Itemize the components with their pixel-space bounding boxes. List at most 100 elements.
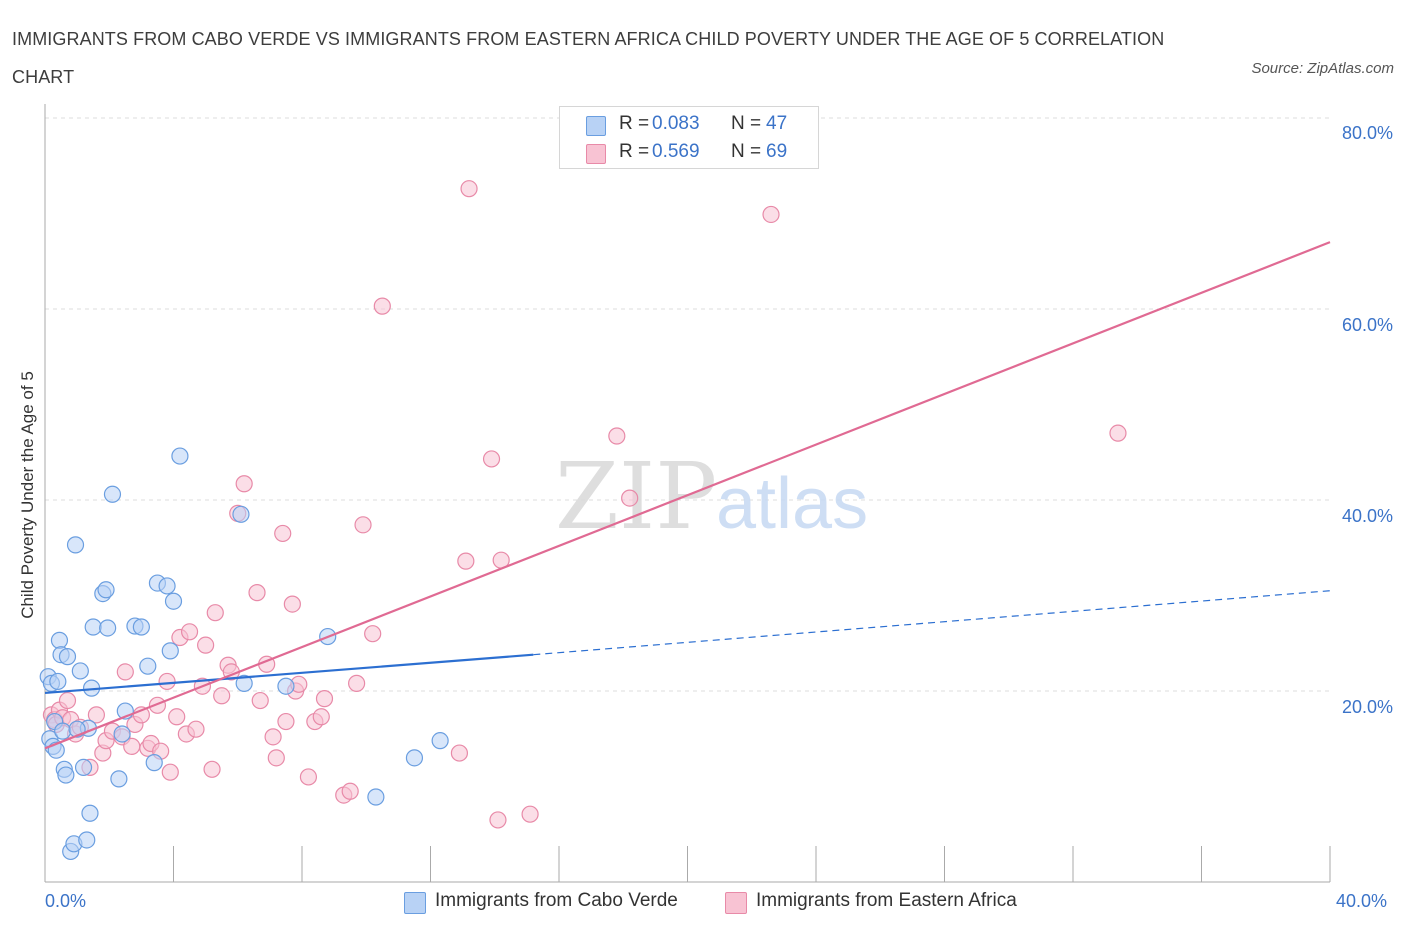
bottom-legend-label: Immigrants from Cabo Verde: [435, 890, 678, 911]
data-point-cabo-verde: [110, 770, 128, 788]
data-point-eastern-africa: [348, 674, 366, 692]
data-point-cabo-verde: [58, 648, 77, 666]
data-point-eastern-africa: [283, 595, 301, 613]
trend-line-cabo-verde-extension: [533, 590, 1331, 656]
data-point-eastern-africa: [267, 749, 285, 767]
data-point-cabo-verde: [139, 657, 157, 675]
data-point-eastern-africa: [248, 584, 266, 602]
data-point-eastern-africa: [213, 687, 231, 705]
data-point-eastern-africa: [621, 489, 639, 507]
data-point-cabo-verde: [81, 804, 99, 822]
data-point-eastern-africa: [482, 450, 501, 468]
data-point-eastern-africa: [180, 623, 199, 641]
y-tick-label: 80.0%: [1341, 123, 1393, 143]
source-label: Source: ZipAtlas.com: [1251, 60, 1394, 77]
series-cabo-verde: [39, 447, 449, 861]
data-point-cabo-verde: [103, 485, 122, 503]
data-point-eastern-africa: [315, 690, 334, 708]
data-point-cabo-verde: [232, 505, 250, 523]
bottom-legend-swatch-blue: [404, 892, 426, 914]
data-point-eastern-africa: [158, 672, 176, 691]
data-point-cabo-verde: [84, 618, 102, 636]
data-point-eastern-africa: [187, 720, 205, 738]
data-point-eastern-africa: [762, 205, 780, 224]
data-point-eastern-africa: [460, 180, 478, 198]
data-point-eastern-africa: [1109, 424, 1127, 442]
legend-n-value: 69: [766, 141, 788, 162]
data-point-cabo-verde: [71, 662, 89, 680]
legend-swatch-blue: [586, 116, 606, 136]
data-point-cabo-verde: [367, 788, 385, 806]
data-point-cabo-verde: [235, 674, 253, 692]
chart-title: IMMIGRANTS FROM CABO VERDE VS IMMIGRANTS…: [12, 29, 1165, 87]
legend-n-value: 47: [766, 113, 788, 134]
legend-n-label: N =: [731, 141, 762, 162]
data-point-eastern-africa: [161, 763, 179, 781]
gridlines: [45, 117, 1330, 692]
data-point-cabo-verde: [50, 631, 69, 649]
data-point-eastern-africa: [354, 516, 372, 534]
data-point-eastern-africa: [264, 728, 282, 746]
x-tick-label-left: 0.0%: [45, 891, 87, 911]
watermark-atlas: atlas: [716, 464, 868, 544]
data-point-eastern-africa: [457, 552, 475, 570]
data-point-eastern-africa: [277, 712, 295, 731]
bottom-legend-label: Immigrants from Eastern Africa: [756, 890, 1017, 911]
data-point-eastern-africa: [197, 636, 215, 654]
data-point-eastern-africa: [299, 768, 318, 786]
data-point-cabo-verde: [161, 642, 179, 660]
data-point-eastern-africa: [450, 744, 469, 762]
data-point-eastern-africa: [206, 604, 224, 622]
x-tick-label-right: 40.0%: [1336, 891, 1388, 911]
data-point-cabo-verde: [431, 732, 449, 750]
y-tick-label: 20.0%: [1341, 697, 1393, 717]
data-point-cabo-verde: [405, 749, 424, 767]
legend-r-value: 0.083: [652, 113, 700, 134]
data-point-eastern-africa: [168, 708, 186, 726]
legend-r-value: 0.569: [652, 141, 700, 162]
data-point-eastern-africa: [608, 427, 626, 445]
data-point-eastern-africa: [521, 805, 539, 823]
data-point-cabo-verde: [145, 754, 163, 772]
legend: R = 0.083 N = 47 R = 0.569 N = 69: [559, 106, 819, 169]
y-axis-label: Child Poverty Under the Age of 5: [18, 371, 37, 619]
data-point-eastern-africa: [116, 663, 134, 681]
trend-lines: [44, 241, 1331, 750]
data-point-cabo-verde: [277, 677, 295, 695]
data-point-eastern-africa: [235, 475, 253, 493]
axes: [44, 104, 1331, 883]
data-point-eastern-africa: [373, 297, 391, 315]
data-point-eastern-africa: [251, 691, 269, 710]
data-point-cabo-verde: [158, 577, 176, 595]
legend-r-label: R =: [619, 113, 650, 134]
trend-line-eastern-africa: [44, 241, 1331, 750]
data-point-eastern-africa: [274, 524, 292, 543]
data-point-cabo-verde: [132, 618, 150, 636]
data-point-eastern-africa: [341, 782, 359, 800]
data-point-cabo-verde: [113, 725, 131, 743]
data-point-cabo-verde: [99, 619, 117, 637]
data-point-cabo-verde: [78, 831, 96, 849]
data-point-eastern-africa: [203, 760, 221, 778]
data-point-cabo-verde: [74, 758, 93, 777]
trend-line-cabo-verde: [44, 653, 534, 695]
data-point-eastern-africa: [489, 811, 507, 829]
data-point-eastern-africa: [312, 708, 330, 726]
data-point-cabo-verde: [49, 672, 67, 691]
data-point-eastern-africa: [58, 691, 77, 710]
data-point-cabo-verde: [164, 592, 183, 610]
legend-r-label: R =: [619, 141, 650, 162]
data-point-cabo-verde: [66, 536, 85, 554]
data-point-cabo-verde: [54, 722, 72, 740]
legend-swatch-pink: [586, 144, 606, 164]
bottom-legend-swatch-pink: [725, 892, 747, 914]
legend-n-label: N =: [731, 113, 762, 134]
data-point-eastern-africa: [87, 706, 106, 724]
y-tick-label: 40.0%: [1341, 506, 1393, 526]
data-point-cabo-verde: [97, 581, 115, 599]
data-point-cabo-verde: [171, 447, 189, 465]
data-point-cabo-verde: [57, 766, 75, 784]
data-point-eastern-africa: [364, 625, 382, 643]
y-tick-label: 60.0%: [1341, 315, 1393, 335]
